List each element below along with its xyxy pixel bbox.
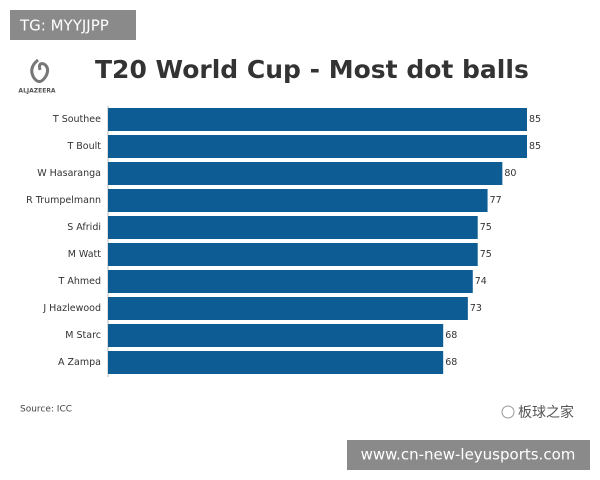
bar bbox=[108, 270, 473, 293]
wechat-icon bbox=[501, 405, 515, 419]
y-tick-label: T Boult bbox=[66, 141, 101, 152]
y-tick-label: J Hazlewood bbox=[42, 303, 101, 314]
y-tick-label: S Afridi bbox=[67, 222, 101, 233]
url-text: www.cn-new-leyusports.com bbox=[361, 446, 576, 464]
url-box bbox=[347, 440, 590, 470]
tag-text: TG: MYYJJPP bbox=[19, 17, 109, 35]
bar bbox=[108, 351, 444, 374]
chart-title: T20 World Cup - Most dot balls bbox=[95, 55, 529, 84]
value-label: 73 bbox=[470, 303, 482, 314]
value-label: 68 bbox=[445, 330, 457, 341]
logo-mark bbox=[30, 58, 50, 83]
bar bbox=[108, 243, 478, 266]
bar bbox=[108, 189, 488, 212]
y-tick-label: W Hasaranga bbox=[37, 168, 101, 179]
y-tick-label: A Zampa bbox=[58, 357, 101, 368]
bar bbox=[108, 162, 503, 185]
bar bbox=[108, 108, 527, 131]
value-label: 85 bbox=[529, 141, 541, 152]
bar bbox=[108, 324, 444, 347]
value-label: 77 bbox=[490, 195, 502, 206]
bar bbox=[108, 297, 468, 320]
logo-text: ALJAZEERA bbox=[18, 88, 56, 95]
y-tick-label: R Trumpelmann bbox=[26, 195, 101, 206]
value-label: 85 bbox=[529, 114, 541, 125]
y-tick-label: T Southee bbox=[52, 114, 101, 125]
value-label: 75 bbox=[480, 222, 492, 233]
wechat-text: 板球之家 bbox=[518, 404, 574, 421]
bar bbox=[108, 135, 527, 158]
source: Source: ICC bbox=[20, 405, 72, 415]
tag-box bbox=[10, 10, 136, 40]
y-tick-label: M Starc bbox=[65, 330, 101, 341]
bar bbox=[108, 216, 478, 239]
value-label: 74 bbox=[475, 276, 487, 287]
y-tick-label: T Ahmed bbox=[58, 276, 101, 287]
y-tick-label: M Watt bbox=[68, 249, 102, 260]
value-label: 68 bbox=[445, 357, 457, 368]
logo: ALJAZEERA bbox=[18, 58, 56, 95]
value-label: 80 bbox=[504, 168, 516, 179]
value-label: 75 bbox=[480, 249, 492, 260]
